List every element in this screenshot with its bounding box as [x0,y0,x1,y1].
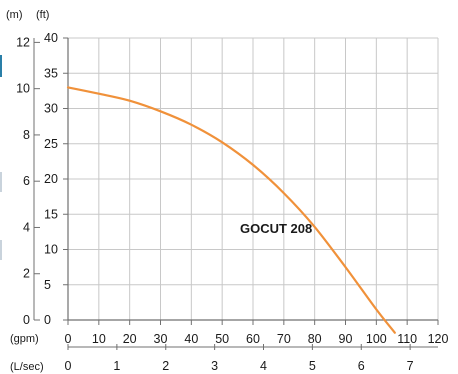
lsec-axis-tick-label: 7 [407,359,414,373]
gpm-axis-tick-label: 120 [428,332,449,346]
ft-axis-tick-label: 15 [44,207,58,221]
m-axis-tick-label: 10 [16,82,30,96]
lsec-axis-tick-label: 3 [211,359,218,373]
gpm-axis-tick-label: 100 [366,332,387,346]
lsec-axis-tick-label: 1 [113,359,120,373]
gpm-axis-tick-label: 70 [277,332,291,346]
gpm-axis-tick-label: 30 [154,332,168,346]
ft-axis-tick-label: 10 [44,243,58,257]
lsec-axis-tick-label: 2 [162,359,169,373]
series-label-gocut-208: GOCUT 208 [240,221,312,236]
gpm-axis-tick-label: 0 [65,332,72,346]
gpm-axis-tick-label: 110 [397,332,417,346]
lsec-axis-tick-label: 5 [309,359,316,373]
ft-axis-tick-label: 20 [44,172,58,186]
m-axis-tick-label: 4 [23,220,30,234]
lsec-axis-tick-label: 0 [65,359,72,373]
m-axis-tick-label: 6 [23,174,30,188]
gpm-axis-tick-label: 40 [184,332,198,346]
ft-axis-unit: (ft) [36,9,49,21]
m-axis-ticks: 0 2 4 6 8 10 12 [16,35,40,327]
axes [33,38,438,348]
m-axis-tick-label: 12 [16,35,30,49]
gpm-axis-tick-label: 50 [215,332,229,346]
m-axis-tick-label: 2 [23,267,30,281]
edge-marker [0,55,2,77]
ft-axis-tick-label: 40 [44,31,58,45]
ft-axis-tick-label: 35 [44,66,58,80]
m-axis-tick-label: 0 [23,313,30,327]
lsec-axis-tick-label: 4 [260,359,267,373]
edge-marker [0,172,2,192]
lsec-axis-unit: (L/sec) [10,361,44,373]
grid-lines [68,37,439,320]
gpm-axis-tick-label: 80 [308,332,322,346]
ft-axis-tick-label: 25 [44,137,58,151]
ft-axis-ticks: 0 5 10 15 20 25 30 35 40 [44,31,68,327]
gpm-axis-tick-label: 10 [92,332,106,346]
lsec-axis-tick-label: 6 [358,359,365,373]
gpm-axis-unit: (gpm) [10,333,39,345]
ft-axis-tick-label: 0 [44,313,51,327]
series-line-gocut-208 [66,86,396,334]
m-axis-tick-label: 8 [23,128,30,142]
ft-axis-tick-label: 5 [44,278,51,292]
edge-marker [0,240,2,260]
gpm-axis-tick-label: 20 [123,332,137,346]
gpm-axis-tick-label: 60 [246,332,260,346]
ft-axis-tick-label: 30 [44,102,58,116]
m-axis-unit: (m) [6,9,23,21]
gpm-axis-tick-label: 90 [339,332,353,346]
gpm-axis-ticks: 0 10 20 30 40 50 60 70 80 90 100 110 120 [65,320,449,346]
lsec-axis-ticks: 0 1 2 3 4 5 6 7 [65,344,414,373]
